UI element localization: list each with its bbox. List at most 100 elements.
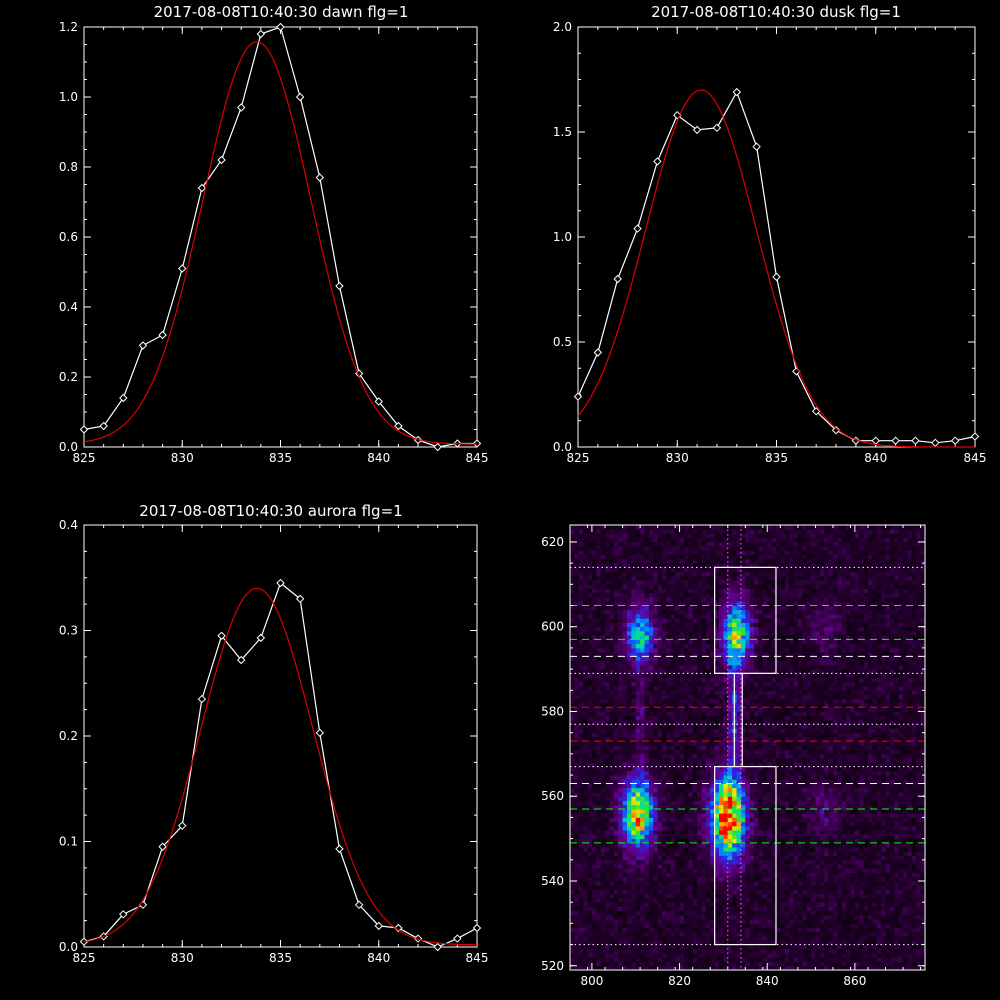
panel-aurora-point [374,921,383,931]
image-pixel [631,804,637,810]
image-pixel [596,622,602,628]
image-pixel [596,783,602,789]
image-pixel [719,550,724,556]
image-pixel [570,558,575,564]
image-pixel [574,842,580,848]
image-pixel [666,605,672,611]
image-pixel [758,944,764,950]
image-pixel [640,609,645,615]
image-pixel [583,762,588,767]
image-pixel [745,588,751,594]
image-pixel [644,936,650,941]
image-pixel [675,804,680,810]
image-pixel [701,745,707,751]
image-pixel [648,580,654,585]
image-pixel [714,804,720,810]
image-pixel [701,567,707,573]
image-pixel [591,783,597,789]
image-pixel [587,834,593,840]
image-pixel [587,762,593,767]
image-pixel [679,609,685,615]
image-pixel [613,927,619,933]
image-pixel [754,643,759,649]
panel-dusk-point [871,436,880,445]
image-pixel [740,859,746,865]
image-pixel [701,762,707,767]
image-pixel [688,618,694,623]
image-pixel [570,541,575,547]
image-pixel [688,855,694,861]
image-pixel [670,681,676,687]
image-pixel [736,550,742,556]
image-pixel [754,698,759,704]
image-pixel [591,652,597,657]
image-pixel [644,813,650,818]
image-pixel [583,622,588,628]
image-pixel [622,800,628,806]
image-pixel [714,745,720,751]
image-pixel [613,647,619,653]
image-pixel [727,571,733,577]
image-pixel [631,766,637,772]
image-pixel [574,639,580,645]
image-pixel [648,936,654,941]
image-pixel [578,957,584,962]
image-pixel [749,635,755,640]
image-pixel [631,842,637,848]
image-pixel [605,609,610,615]
image-pixel [683,906,689,912]
image-pixel [622,838,628,844]
image-pixel [736,630,742,636]
image-pixel [609,825,615,831]
image-pixel [683,927,689,933]
image-pixel [613,618,619,623]
image-pixel [683,664,689,670]
image-pixel [719,931,724,937]
image-pixel [648,825,654,831]
image-pixel [640,660,645,666]
image-pixel [662,605,667,611]
image-pixel [631,961,637,967]
image-pixel [583,800,588,806]
image-pixel [745,919,751,924]
panel-dusk-frame [577,26,976,448]
image-pixel [749,817,755,823]
image-pixel [662,948,667,954]
image-pixel [605,944,610,950]
image-pixel [618,889,623,895]
image-pixel [662,770,667,776]
image-pixel [697,643,702,649]
image-pixel [723,567,729,573]
image-pixel [719,664,724,670]
image-pixel [697,541,702,547]
image-pixel [570,825,575,831]
image-pixel [635,796,641,801]
image-pixel [578,864,584,869]
image-pixel [745,902,751,907]
image-pixel [683,630,689,636]
image-pixel [701,834,707,840]
image-pixel [749,563,755,568]
image-pixel [570,864,575,869]
image-pixel [574,902,580,907]
image-pixel [587,711,593,717]
image-pixel [670,626,676,632]
image-pixel [605,936,610,941]
image-pixel [719,736,724,742]
image-pixel [758,732,764,738]
image-pixel [740,923,746,929]
image-pixel [618,792,623,797]
image-pixel [583,567,588,573]
image-pixel [583,647,588,653]
image-pixel [587,550,593,556]
image-pixel [591,580,597,585]
image-pixel [622,758,628,763]
image-pixel [727,732,733,738]
image-pixel [618,885,623,890]
image-pixel [710,622,716,628]
image-pixel [635,792,641,797]
image-pixel [657,567,663,573]
image-pixel [670,563,676,568]
image-pixel [688,736,694,742]
image-pixel [574,601,580,606]
